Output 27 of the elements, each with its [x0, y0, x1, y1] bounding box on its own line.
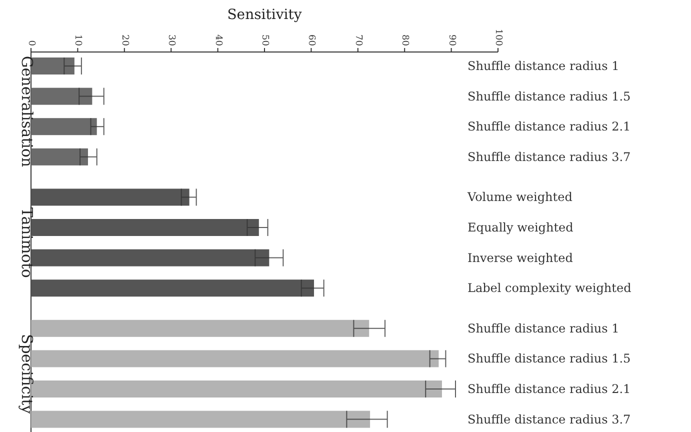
y-tick-label: Shuffle distance radius 2.1: [468, 382, 631, 396]
y-tick-label: Inverse weighted: [468, 250, 574, 265]
x-tick-label: 20: [119, 34, 130, 46]
x-tick-label: 90: [446, 34, 456, 46]
x-tick-label: 100: [493, 28, 503, 46]
text: Generalisation: [18, 56, 36, 168]
y-tick-label: Shuffle distance radius 3.7: [468, 150, 631, 164]
text: Tanimoto: [18, 207, 36, 278]
y-tick-label: Shuffle distance radius 1: [468, 321, 620, 336]
y-tick-label: Shuffle distance radius 1.5: [468, 89, 631, 104]
y-tick-label: Equally weighted: [468, 220, 574, 234]
x-tick-label: 60: [306, 34, 316, 46]
text: Specificity: [18, 334, 36, 414]
x-tick-label: 80: [400, 34, 410, 46]
y-tick-label: Label complexity weighted: [468, 281, 632, 296]
y-tick-label: Shuffle distance radius 1.5: [468, 352, 631, 366]
x-tick-label: 0: [26, 40, 36, 46]
y-tick-label: Volume weighted: [466, 190, 573, 204]
x-tick-label: 40: [212, 34, 223, 46]
x-tick-label: 70: [352, 34, 363, 46]
y-tick-label: Shuffle distance radius 2.1: [468, 120, 631, 134]
x-tick-label: 30: [166, 34, 176, 46]
y-tick-label: Shuffle distance radius 3.7: [468, 412, 631, 426]
y-tick-label: Shuffle distance radius 1: [468, 59, 620, 73]
x-axis-title: Sensitivity: [227, 7, 302, 23]
x-tick-label: 50: [260, 34, 270, 46]
x-tick-label: 10: [72, 34, 83, 46]
